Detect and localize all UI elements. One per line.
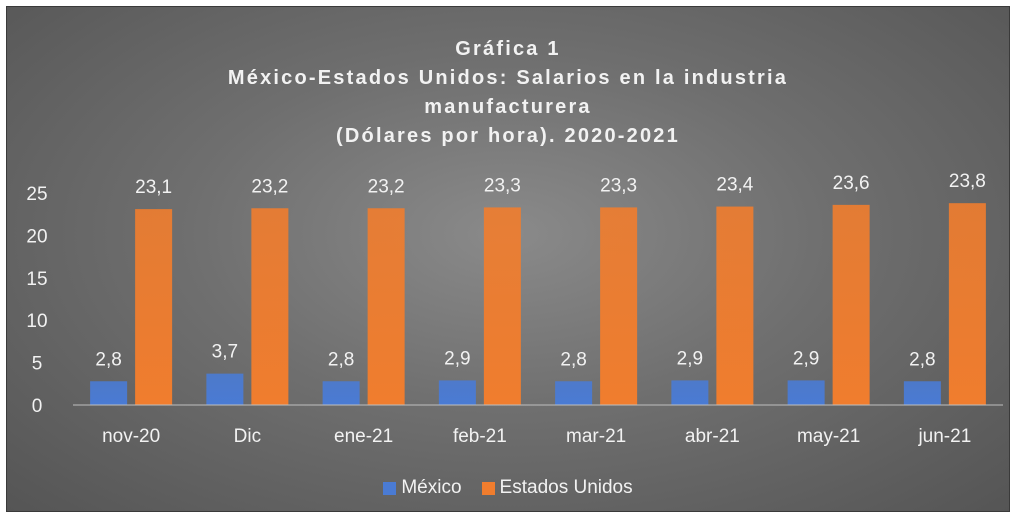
- chart-title-line-1: Gráfica 1: [455, 38, 561, 60]
- chart-title-line-4: (Dólares por hora). 2020-2021: [336, 125, 680, 147]
- data-label: 2,8: [560, 349, 586, 370]
- bar-estados-unidos: [135, 209, 173, 405]
- y-tick-label: 10: [26, 311, 47, 332]
- y-tick-label: 5: [32, 354, 43, 375]
- chart-title: Gráfica 1 México-Estados Unidos: Salario…: [7, 35, 1009, 151]
- bar-estados-unidos: [483, 207, 521, 405]
- data-label: 23,4: [716, 175, 753, 196]
- data-label: 23,1: [135, 177, 172, 198]
- y-tick-label: 20: [26, 226, 47, 247]
- y-tick-label: 0: [32, 396, 43, 417]
- bar-estados-unidos: [600, 207, 638, 405]
- data-label: 23,3: [484, 175, 521, 196]
- bar-mexico: [787, 380, 825, 405]
- data-label: 3,7: [212, 342, 238, 363]
- plot-area: 0 5 10 15 20 25 2,8 23,1 nov-20 3,7 23,2 Dic 2,8 23,2…: [26, 171, 1003, 447]
- x-tick-label: may-21: [797, 426, 860, 447]
- data-label: 23,3: [600, 175, 637, 196]
- data-label: 23,6: [833, 173, 870, 194]
- bar-estados-unidos: [716, 206, 754, 405]
- y-tick-label: 15: [26, 269, 47, 290]
- legend-swatch-estados-unidos: [481, 481, 495, 495]
- bar-mexico: [555, 381, 593, 405]
- legend-label-estados-unidos: Estados Unidos: [499, 477, 633, 498]
- legend: México Estados Unidos: [7, 477, 1009, 499]
- bar-estados-unidos: [948, 203, 986, 405]
- x-tick-label: Dic: [234, 426, 261, 447]
- y-tick-label: 25: [26, 184, 47, 205]
- bar-estados-unidos: [367, 208, 405, 405]
- legend-swatch-mexico: [383, 481, 397, 495]
- x-tick-label: jun-21: [917, 426, 971, 447]
- bar-estados-unidos: [251, 208, 289, 405]
- data-label: 23,8: [949, 171, 986, 192]
- x-tick-label: ene-21: [334, 426, 393, 447]
- data-label: 2,8: [909, 349, 935, 370]
- chart-title-line-3: manufacturera: [424, 96, 592, 118]
- x-tick-label: abr-21: [685, 426, 740, 447]
- bar-mexico: [438, 380, 476, 405]
- data-label: 2,9: [444, 348, 470, 369]
- chart-title-line-2: México-Estados Unidos: Salarios en la in…: [227, 67, 789, 89]
- bar-estados-unidos: [832, 204, 870, 405]
- bar-mexico: [903, 381, 941, 405]
- legend-item-mexico: México: [383, 477, 462, 499]
- bar-mexico: [322, 381, 360, 405]
- bar-mexico: [206, 373, 244, 405]
- x-tick-label: mar-21: [566, 426, 626, 447]
- chart-frame: Gráfica 1 México-Estados Unidos: Salario…: [6, 6, 1010, 512]
- bar-mexico: [671, 380, 709, 405]
- x-tick-label: nov-20: [102, 426, 160, 447]
- data-label: 23,2: [368, 176, 405, 197]
- legend-label-mexico: México: [401, 477, 462, 498]
- data-label: 2,8: [328, 349, 354, 370]
- data-label: 2,8: [95, 349, 121, 370]
- data-label: 23,2: [251, 176, 288, 197]
- bar-mexico: [90, 381, 128, 405]
- data-label: 2,9: [793, 348, 819, 369]
- x-tick-label: feb-21: [453, 426, 507, 447]
- legend-item-estados-unidos: Estados Unidos: [481, 477, 633, 499]
- data-label: 2,9: [677, 348, 703, 369]
